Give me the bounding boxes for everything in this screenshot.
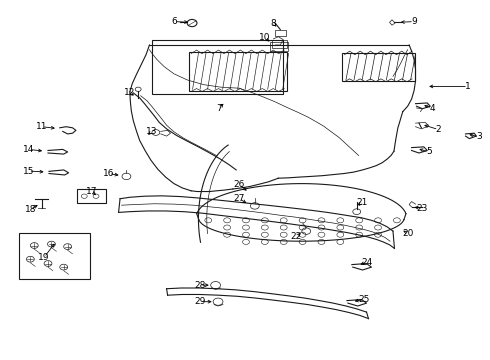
Text: 26: 26 bbox=[233, 180, 245, 189]
Text: 22: 22 bbox=[291, 233, 302, 241]
Bar bbox=[77, 189, 106, 203]
Text: 29: 29 bbox=[194, 297, 206, 306]
Text: 24: 24 bbox=[361, 258, 372, 266]
Text: 18: 18 bbox=[24, 205, 36, 214]
Text: 25: 25 bbox=[358, 295, 369, 304]
Text: 14: 14 bbox=[23, 145, 34, 154]
Text: 9: 9 bbox=[411, 17, 417, 26]
Bar bbox=[189, 52, 287, 91]
Bar bbox=[19, 233, 90, 279]
Text: 5: 5 bbox=[426, 148, 432, 156]
Text: 13: 13 bbox=[146, 127, 158, 136]
Text: 4: 4 bbox=[429, 104, 435, 112]
Bar bbox=[272, 40, 287, 48]
Bar bbox=[152, 40, 283, 94]
Bar bbox=[270, 42, 288, 51]
Text: 11: 11 bbox=[36, 122, 48, 131]
Text: 15: 15 bbox=[23, 166, 34, 175]
Bar bbox=[342, 53, 415, 81]
Text: 28: 28 bbox=[194, 281, 206, 289]
Text: 23: 23 bbox=[416, 204, 428, 212]
Text: 1: 1 bbox=[465, 82, 471, 91]
Text: 20: 20 bbox=[402, 229, 414, 238]
Text: 21: 21 bbox=[356, 198, 368, 207]
Text: 8: 8 bbox=[270, 19, 276, 28]
Bar bbox=[275, 30, 286, 36]
Text: 7: 7 bbox=[217, 104, 222, 112]
Text: 10: 10 bbox=[259, 33, 270, 42]
Text: 12: 12 bbox=[124, 88, 136, 97]
Text: 16: 16 bbox=[103, 169, 115, 178]
Text: 2: 2 bbox=[436, 125, 441, 134]
Text: 17: 17 bbox=[86, 187, 98, 196]
Text: 19: 19 bbox=[38, 253, 50, 262]
Text: 3: 3 bbox=[476, 132, 482, 141]
Text: 6: 6 bbox=[171, 17, 177, 26]
Text: 27: 27 bbox=[233, 194, 245, 203]
